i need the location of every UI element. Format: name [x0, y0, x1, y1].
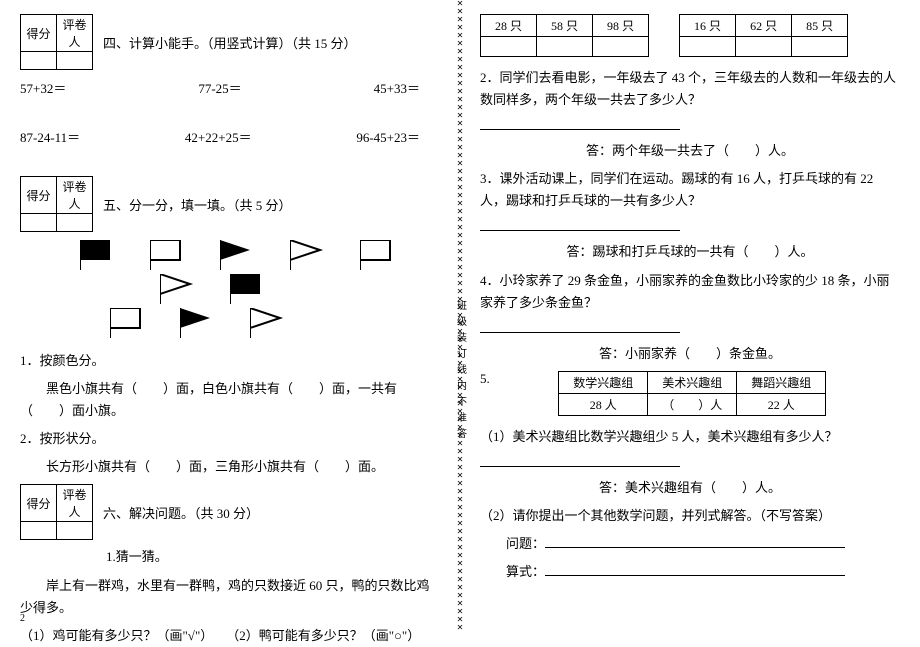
s6-q1-sub: （1）鸡可能有多少只？（画"√"） （2）鸭可能有多少只？（画"○"）: [20, 625, 440, 647]
q5-h3: 舞蹈兴趣组: [737, 371, 826, 393]
calc-row-1: 57+32＝ 77-25＝ 45+33＝: [20, 78, 440, 97]
q5-calc: 算式：: [480, 561, 900, 583]
section-5-title: 五、分一分，填一填。（共 5 分）: [103, 195, 292, 214]
flag-rect-black: [230, 274, 270, 308]
q2-blank: [480, 117, 900, 134]
flags-area: [20, 240, 440, 342]
q5-table: 数学兴趣组 美术兴趣组 舞蹈兴趣组 28 人 （ ）人 22 人: [558, 371, 826, 416]
q4-blank: [480, 320, 900, 337]
table-ducks: 16 只62 只85 只: [679, 14, 848, 57]
t2-c2: 62 只: [736, 15, 792, 37]
q5-v1: 28 人: [559, 393, 648, 415]
calc-row-2: 87-24-11＝ 42+22+25＝ 96-45+23＝: [20, 127, 440, 146]
flag-rect-white: [110, 308, 150, 342]
reviewer-label: 评卷人: [57, 15, 93, 52]
t2-c3: 85 只: [792, 15, 848, 37]
s5-q1-text: 黑色小旗共有（ ）面，白色小旗共有（ ）面，一共有（ ）面小旗。: [20, 378, 440, 422]
flag-tri-black: [220, 240, 260, 274]
calc-2b: 42+22+25＝: [185, 127, 252, 146]
q2-answer: 答：两个年级一共去了（ ）人。: [480, 140, 900, 162]
q5-label: 5.: [480, 371, 500, 387]
q2-text: 2．同学们去看电影，一年级去了 43 个，三年级去的人数和一年级去的人数同样多，…: [480, 67, 900, 111]
q5-sub1-answer: 答：美术兴趣组有（ ）人。: [480, 477, 900, 499]
q5: 5. 数学兴趣组 美术兴趣组 舞蹈兴趣组 28 人 （ ）人 22 人: [480, 371, 900, 420]
section-6-title: 六、解决问题。（共 30 分）: [103, 503, 259, 522]
q5-v2: （ ）人: [648, 393, 737, 415]
calc-1a: 57+32＝: [20, 78, 66, 97]
score-box-6: 得分评卷人: [20, 484, 93, 540]
flag-tri-white: [250, 308, 290, 342]
page-number: 2: [20, 613, 25, 624]
q5-sub1: （1）美术兴趣组比数学兴趣组少 5 人，美术兴趣组有多少人？: [480, 426, 900, 448]
t2-c1: 16 只: [680, 15, 736, 37]
q5-h2: 美术兴趣组: [648, 371, 737, 393]
s5-q2-text: 长方形小旗共有（ ）面，三角形小旗共有（ ）面。: [20, 456, 440, 478]
t1-c2: 58 只: [537, 15, 593, 37]
calc-1c: 45+33＝: [374, 78, 420, 97]
t1-c1: 28 只: [481, 15, 537, 37]
t1-c3: 98 只: [593, 15, 649, 37]
calc-1b: 77-25＝: [198, 78, 241, 97]
s5-q1-label: 1．按颜色分。: [20, 350, 440, 372]
score-box-4: 得分评卷人: [20, 14, 93, 70]
q3-text: 3．课外活动课上，同学们在运动。踢球的有 16 人，打乒乓球的有 22 人，踢球…: [480, 168, 900, 212]
section-5-header: 得分评卷人 五、分一分，填一填。（共 5 分）: [20, 176, 440, 232]
score-box-5: 得分评卷人: [20, 176, 93, 232]
right-page: 28 只58 只98 只 16 只62 只85 只 2．同学们去看电影，一年级去…: [460, 0, 920, 630]
s6-q1-text: 岸上有一群鸡，水里有一群鸭，鸡的只数接近 60 只，鸭的只数比鸡少得多。: [20, 575, 440, 619]
q5-sub2: （2）请你提出一个其他数学问题，并列式解答。（不写答案）: [480, 505, 900, 527]
q5-h1: 数学兴趣组: [559, 371, 648, 393]
calc-2c: 96-45+23＝: [356, 127, 420, 146]
left-page: 得分评卷人 四、计算小能手。（用竖式计算）（共 15 分） 57+32＝ 77-…: [0, 0, 460, 630]
score-label: 得分: [21, 15, 57, 52]
s5-q2-label: 2．按形状分。: [20, 428, 440, 450]
q5-problem: 问题：: [480, 533, 900, 555]
q3-answer: 答：踢球和打乒乓球的一共有（ ）人。: [480, 241, 900, 263]
flag-tri-black: [180, 308, 220, 342]
section-4-title: 四、计算小能手。（用竖式计算）（共 15 分）: [103, 33, 357, 52]
flag-rect-white: [150, 240, 190, 274]
flag-rect-white: [360, 240, 400, 274]
answer-tables: 28 只58 只98 只 16 只62 只85 只: [480, 10, 900, 61]
section-6-header: 得分评卷人 六、解决问题。（共 30 分）: [20, 484, 440, 540]
q4-text: 4．小玲家养了 29 条金鱼，小丽家养的金鱼数比小玲家的少 18 条，小丽家养了…: [480, 270, 900, 314]
section-4-header: 得分评卷人 四、计算小能手。（用竖式计算）（共 15 分）: [20, 14, 440, 70]
flag-tri-white: [290, 240, 330, 274]
q5-sub1-blank: [480, 454, 900, 471]
flag-tri-white: [160, 274, 200, 308]
calc-2a: 87-24-11＝: [20, 127, 80, 146]
table-chickens: 28 只58 只98 只: [480, 14, 649, 57]
q3-blank: [480, 218, 900, 235]
q4-answer: 答：小丽家养（ ）条金鱼。: [480, 343, 900, 365]
s6-q1-label: 1.猜一猜。: [106, 546, 440, 568]
q5-v3: 22 人: [737, 393, 826, 415]
flag-rect-black: [80, 240, 120, 274]
